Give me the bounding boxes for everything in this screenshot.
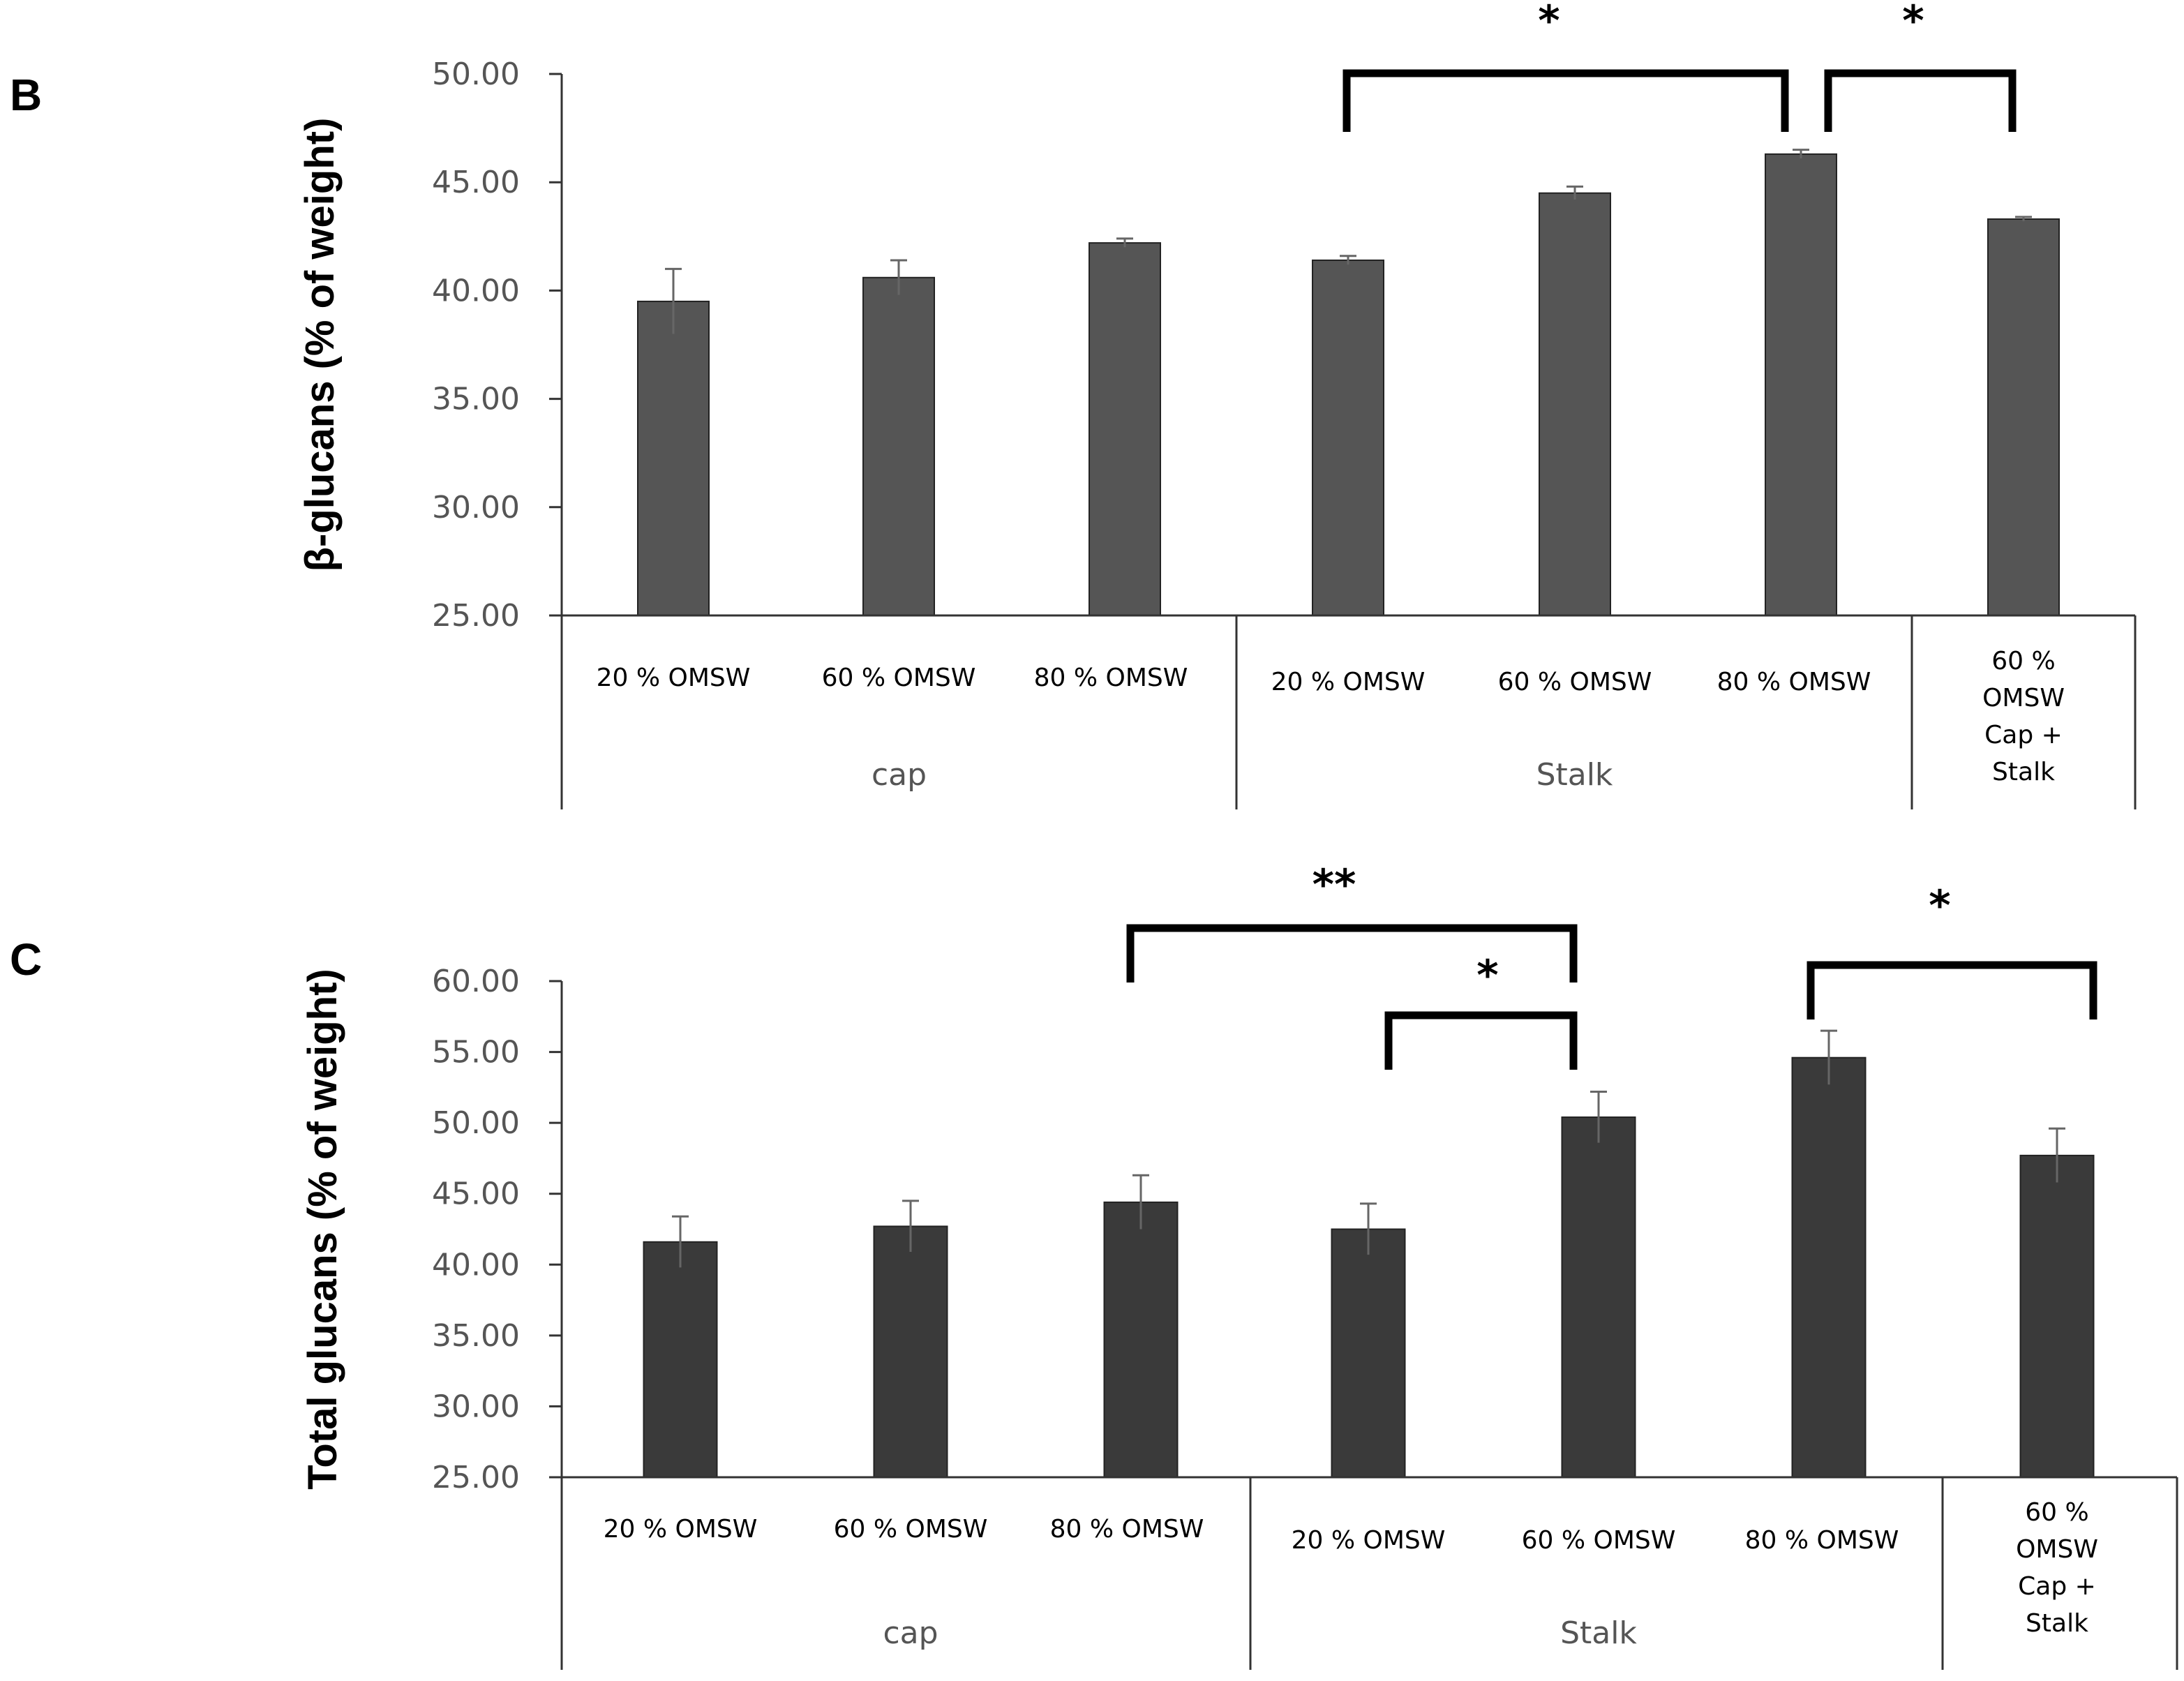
bar-1 [873, 1225, 948, 1478]
significance-marker: * [1902, 0, 1924, 45]
chart-panel-B: Bβ-glucans (% of weight) 25.00 30.00 35.00 4… [10, 0, 2137, 809]
significance-marker: * [1538, 0, 1560, 45]
bar-0 [637, 300, 710, 616]
category-label: 20 % OMSW [597, 664, 751, 692]
y-tick-label: 50.00 [432, 57, 520, 92]
bar-4 [1561, 1116, 1636, 1478]
bar-2 [1103, 1201, 1179, 1478]
category-label: 20 % OMSW [604, 1515, 758, 1544]
y-tick-label: 30.00 [432, 1389, 520, 1424]
y-tick-label: 25.00 [432, 1460, 520, 1495]
category-label: 80 % OMSW [1717, 668, 1871, 696]
y-tick-label: 30.00 [432, 490, 520, 525]
group-label-stalk: Stalk [1536, 757, 1613, 793]
y-axis-title: Total glucans (% of weight) [300, 969, 345, 1489]
category-label: 60 % OMSW [1498, 668, 1652, 696]
y-tick-label: 40.00 [432, 273, 520, 308]
group-label-cap: cap [872, 757, 927, 793]
category-label: 60 % OMSW [822, 664, 976, 692]
category-label: 80 % OMSW [1745, 1526, 1899, 1555]
bar-5 [1765, 153, 1837, 616]
significance-marker: * [1476, 951, 1498, 1000]
bar-1 [862, 276, 935, 616]
significance-marker: * [1929, 881, 1950, 930]
significance-marker: ** [1312, 860, 1356, 909]
significance-bracket [1342, 69, 1789, 132]
bar-2 [1089, 242, 1161, 616]
y-tick-label: 35.00 [432, 1318, 520, 1354]
bar-3 [1312, 259, 1384, 616]
bar-5 [1791, 1056, 1867, 1478]
significance-bracket [1384, 1011, 1578, 1070]
y-tick-label: 35.00 [432, 382, 520, 417]
bar-6 [2019, 1154, 2095, 1478]
bar-6 [1987, 218, 2060, 616]
y-tick-label: 50.00 [432, 1105, 520, 1141]
significance-bracket [1807, 961, 2097, 1019]
y-tick-label: 60.00 [432, 964, 520, 999]
panel-letter: C [10, 934, 42, 985]
significance-bracket [1824, 69, 2017, 132]
group-label-stalk: Stalk [1560, 1615, 1637, 1651]
chart-panel-C: C Total glucans (% of weight) 25.00 30.00 35… [10, 860, 2178, 1670]
significance-bracket [1126, 924, 1578, 983]
category-label: 60 % OMSW Cap + Stalk [1982, 647, 2065, 786]
category-label: 60 % OMSW [834, 1515, 988, 1544]
bar-4 [1539, 192, 1611, 617]
category-label: 60 % OMSW Cap + Stalk [2016, 1498, 2098, 1638]
panel-letter: B [10, 70, 42, 120]
y-tick-label: 40.00 [432, 1247, 520, 1283]
category-label: 80 % OMSW [1034, 664, 1188, 692]
category-label: 80 % OMSW [1050, 1515, 1204, 1544]
y-tick-label: 25.00 [432, 598, 520, 634]
y-tick-label: 55.00 [432, 1035, 520, 1070]
bar-0 [643, 1241, 718, 1478]
group-label-cap: cap [883, 1615, 938, 1651]
y-tick-label: 45.00 [432, 1176, 520, 1212]
category-label: 20 % OMSW [1292, 1526, 1446, 1555]
bar-3 [1331, 1228, 1406, 1478]
y-tick-label: 45.00 [432, 165, 520, 200]
category-label: 20 % OMSW [1271, 668, 1426, 696]
y-axis-title: β-glucans (% of weight) [297, 118, 343, 572]
category-label: 60 % OMSW [1522, 1526, 1676, 1555]
